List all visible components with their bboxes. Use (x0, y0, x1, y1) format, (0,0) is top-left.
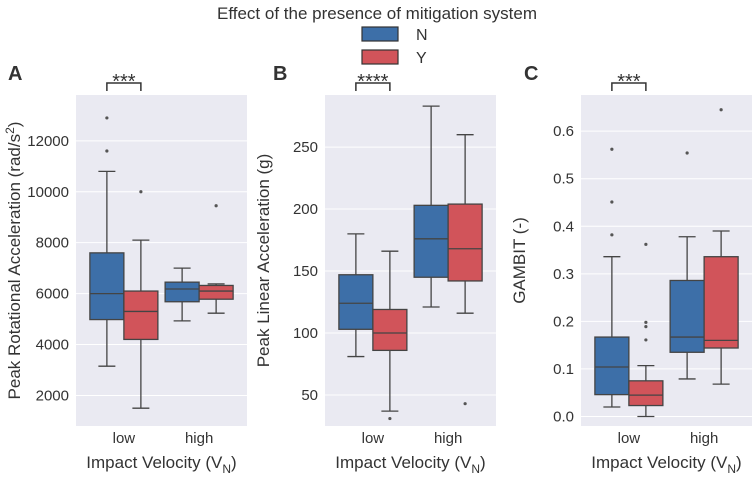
y-tick-label: 0.0 (553, 408, 574, 425)
box-n-low (594, 336, 630, 396)
y-axis-label-b: Peak Linear Acceleration (g) (254, 154, 273, 368)
outlier-y-high (214, 204, 218, 208)
outlier-y-low (388, 416, 392, 421)
y-tick-label: 0.4 (553, 218, 574, 235)
outlier-n-high (685, 151, 689, 155)
outlier-y-low (644, 242, 648, 246)
outlier-y-high (719, 108, 723, 112)
y-tick-label: 10000 (27, 184, 69, 201)
y-tick-label: 0.1 (553, 361, 574, 378)
y-tick-label: 0.5 (553, 171, 574, 188)
box-y-high (447, 203, 483, 282)
significance-b: **** (355, 71, 391, 93)
outlier-y-high (463, 402, 467, 406)
outlier-n-low (610, 200, 614, 204)
box-n-high (413, 204, 449, 278)
legend-title: Effect of the presence of mitigation sys… (217, 4, 537, 23)
outlier-n-low (105, 149, 109, 153)
y-tick-label: 8000 (36, 235, 69, 252)
y-tick-labels-b: 50 100 150 200 250 (293, 139, 318, 404)
y-tick-label: 50 (301, 387, 318, 404)
outlier-n-low (610, 147, 614, 151)
legend-label-n: N (416, 27, 428, 44)
x-tick-labels-a: low high (113, 430, 214, 447)
y-tick-label: 2000 (36, 387, 69, 404)
box-n-low (89, 252, 125, 321)
outlier-n-low (610, 233, 614, 237)
y-tick-labels-a: 2000 4000 6000 8000 10000 12000 (27, 133, 69, 405)
box-y-low (123, 290, 159, 341)
significance-c: *** (611, 71, 647, 93)
outlier-n-low (105, 116, 109, 120)
boxes-b (338, 105, 483, 421)
significance-label-a: *** (112, 71, 136, 93)
figure-legend: Effect of the presence of mitigation sys… (217, 4, 537, 67)
outlier-y-low (139, 190, 143, 194)
panel-c: C 0.0 0.1 0.2 0.3 0.4 0.5 0.6 *** low high Imp… (510, 63, 752, 476)
y-tick-label: 6000 (36, 286, 69, 303)
significance-bracket-b (355, 82, 391, 91)
panel-b: B 50 100 150 200 250 **** low high Impact Ve… (254, 63, 496, 476)
y-tick-label: 0.2 (553, 313, 574, 330)
significance-label-c: *** (617, 71, 641, 93)
y-tick-label: 0.3 (553, 266, 574, 283)
box-n-high (164, 281, 200, 303)
gridlines-c (581, 130, 752, 417)
y-tick-label: 200 (293, 201, 318, 218)
panel-a: A 2000 4000 6000 8000 10000 12000 *** low hig… (3, 63, 247, 476)
significance-label-b: **** (357, 71, 388, 93)
x-axis-label-a: Impact Velocity (VN) (86, 453, 236, 476)
significance-bracket-c (611, 82, 647, 91)
outlier-y-low (644, 338, 648, 342)
y-tick-label: 250 (293, 139, 318, 156)
box-y-high (198, 284, 234, 300)
x-tick-label-high-c: high (690, 430, 718, 447)
y-tick-label: 100 (293, 325, 318, 342)
y-tick-label: 4000 (36, 337, 69, 354)
significance-bracket-a (106, 82, 142, 91)
outlier-y-low (644, 320, 648, 324)
y-axis-label-a: Peak Rotational Acceleration (rad/s2) (3, 122, 24, 400)
legend-swatch-y (361, 49, 399, 65)
significance-a: *** (106, 71, 142, 93)
x-axis-label-b: Impact Velocity (VN) (335, 453, 485, 476)
y-tick-label: 0.6 (553, 123, 574, 140)
boxes-c (594, 108, 739, 418)
x-tick-labels-b: low high (362, 430, 463, 447)
x-tick-label-high-a: high (185, 430, 213, 447)
panel-letter-c: C (524, 63, 538, 85)
box-y-low (372, 308, 408, 352)
outlier-y-low (644, 325, 648, 329)
x-axis-label-c: Impact Velocity (VN) (591, 453, 741, 476)
y-tick-labels-c: 0.0 0.1 0.2 0.3 0.4 0.5 0.6 (553, 123, 574, 425)
x-tick-label-high-b: high (434, 430, 462, 447)
boxes-a (89, 116, 234, 409)
y-tick-label: 12000 (27, 133, 69, 150)
y-axis-label-c: GAMBIT (-) (510, 217, 529, 304)
panel-letter-b: B (273, 63, 287, 85)
y-tick-label: 150 (293, 263, 318, 280)
box-n-low (338, 274, 374, 330)
box-n-high (669, 279, 705, 353)
x-tick-label-low-c: low (618, 430, 641, 447)
legend-swatch-n (361, 26, 399, 42)
box-y-high (703, 256, 739, 349)
panel-letter-a: A (8, 63, 22, 85)
x-tick-label-low-a: low (113, 430, 136, 447)
x-tick-label-low-b: low (362, 430, 385, 447)
x-tick-labels-c: low high (618, 430, 719, 447)
box-y-low (628, 380, 664, 407)
legend-label-y: Y (416, 50, 427, 67)
